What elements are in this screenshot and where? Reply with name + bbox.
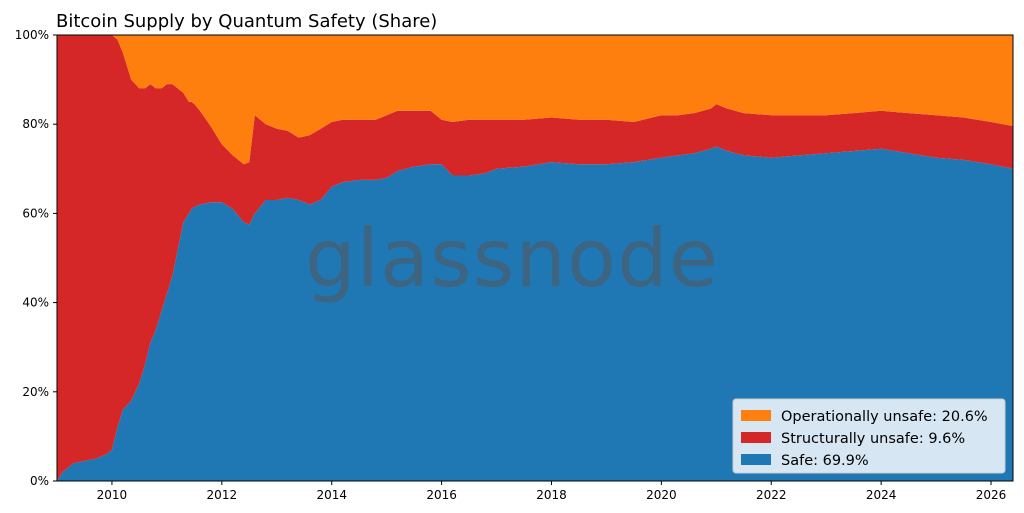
glassnode-watermark: glassnode [305, 212, 719, 305]
legend-swatch [741, 410, 771, 421]
y-tick-label: 60% [22, 206, 49, 220]
x-tick-label: 2018 [536, 488, 567, 502]
y-tick-label: 0% [30, 474, 49, 488]
area-series-0 [57, 146, 1013, 481]
legend-label: Safe: 69.9% [781, 453, 869, 469]
y-tick-label: 20% [22, 385, 49, 399]
x-tick-label: 2026 [976, 488, 1007, 502]
legend-label: Structurally unsafe: 9.6% [781, 431, 965, 447]
legend-label: Operationally unsafe: 20.6% [781, 409, 988, 425]
area-series-1 [57, 35, 1013, 481]
legend-swatch [741, 432, 771, 443]
y-tick-label: 80% [22, 117, 49, 131]
x-tick-label: 2010 [97, 488, 128, 502]
y-tick-label: 40% [22, 296, 49, 310]
plot-frame [56, 34, 1014, 482]
area-series-2 [57, 35, 1013, 165]
y-axis: 0% 20% 40% 60% 80% 100% [15, 28, 57, 488]
x-tick-label: 2020 [646, 488, 677, 502]
legend-swatch [741, 454, 771, 465]
y-tick-label: 100% [15, 28, 49, 42]
x-axis: 2010 2012 2014 2016 2018 2020 2022 2024 2026 [97, 481, 1007, 502]
x-tick-label: 2022 [756, 488, 787, 502]
legend: Operationally unsafe: 20.6% Structurally … [732, 398, 1006, 474]
x-tick-label: 2016 [426, 488, 457, 502]
chart-title: Bitcoin Supply by Quantum Safety (Share) [56, 11, 437, 32]
legend-box [732, 398, 1006, 474]
area-series-group [57, 35, 1013, 481]
x-tick-label: 2012 [207, 488, 238, 502]
x-tick-label: 2024 [866, 488, 897, 502]
x-tick-label: 2014 [316, 488, 347, 502]
